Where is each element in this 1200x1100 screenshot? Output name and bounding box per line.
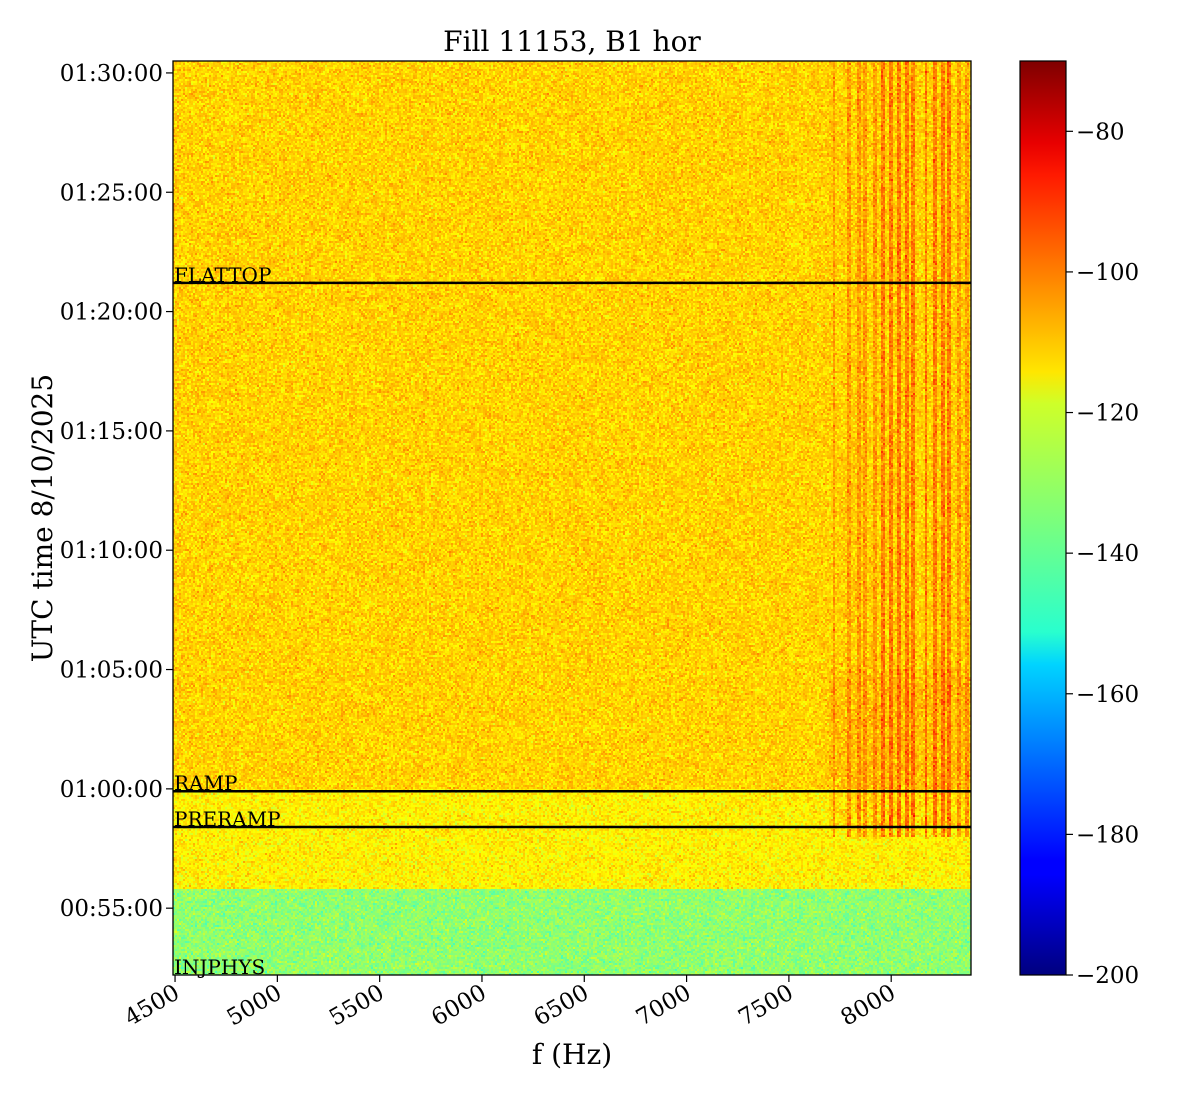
colorbar-tick-label: −200 [1076,963,1139,989]
y-axis-label: UTC time 8/10/2025 [26,374,59,662]
x-tick-label: 6500 [530,980,594,1032]
x-tick-label: 8000 [836,980,900,1032]
colorbar-tick-label: −160 [1076,682,1139,708]
colorbar-tick-label: −180 [1076,822,1139,848]
y-tick-label: 01:25:00 [60,180,163,206]
phase-label-flattop: FLATTOP [174,263,271,287]
colorbar-frame [1019,60,1067,976]
colorbar-tick-label: −80 [1076,119,1125,145]
x-axis-label: f (Hz) [532,1038,612,1071]
x-tick-label: 4500 [120,980,184,1032]
plot-frame [172,60,972,976]
spectrogram-heatmap [173,61,971,975]
colorbar-gradient [1020,61,1066,975]
x-tick-label: 5000 [223,980,287,1032]
phase-label-ramp: RAMP [174,771,237,795]
x-tick-label: 6000 [427,980,491,1032]
colorbar: −80 −100 −120 −140 −160 −180 −200 [1019,60,1139,989]
chart-title: Fill 11153, B1 hor [443,25,701,58]
colorbar-tick-label: −100 [1076,260,1139,286]
phase-label-preramp: PRERAMP [174,807,281,831]
y-tick-label: 01:10:00 [60,538,163,564]
y-tick-label: 01:20:00 [60,300,163,326]
x-tick-label: 7000 [632,980,696,1032]
y-tick-label: 00:55:00 [60,896,163,922]
x-tick-label: 5500 [325,980,389,1032]
colorbar-ticks: −80 −100 −120 −140 −160 −180 −200 [1066,119,1139,989]
y-axis: 00:55:00 01:00:00 01:05:00 01:10:00 01:15:00… [60,61,173,922]
x-axis: 4500 5000 5500 6000 6500 7000 7500 8000 [120,975,900,1031]
y-tick-label: 01:05:00 [60,658,163,684]
colorbar-tick-label: −140 [1076,541,1139,567]
x-tick-label: 7500 [734,980,798,1032]
colorbar-tick-label: −120 [1076,401,1139,427]
y-tick-label: 01:30:00 [60,61,163,87]
y-tick-label: 01:15:00 [60,419,163,445]
y-tick-label: 01:00:00 [60,777,163,803]
